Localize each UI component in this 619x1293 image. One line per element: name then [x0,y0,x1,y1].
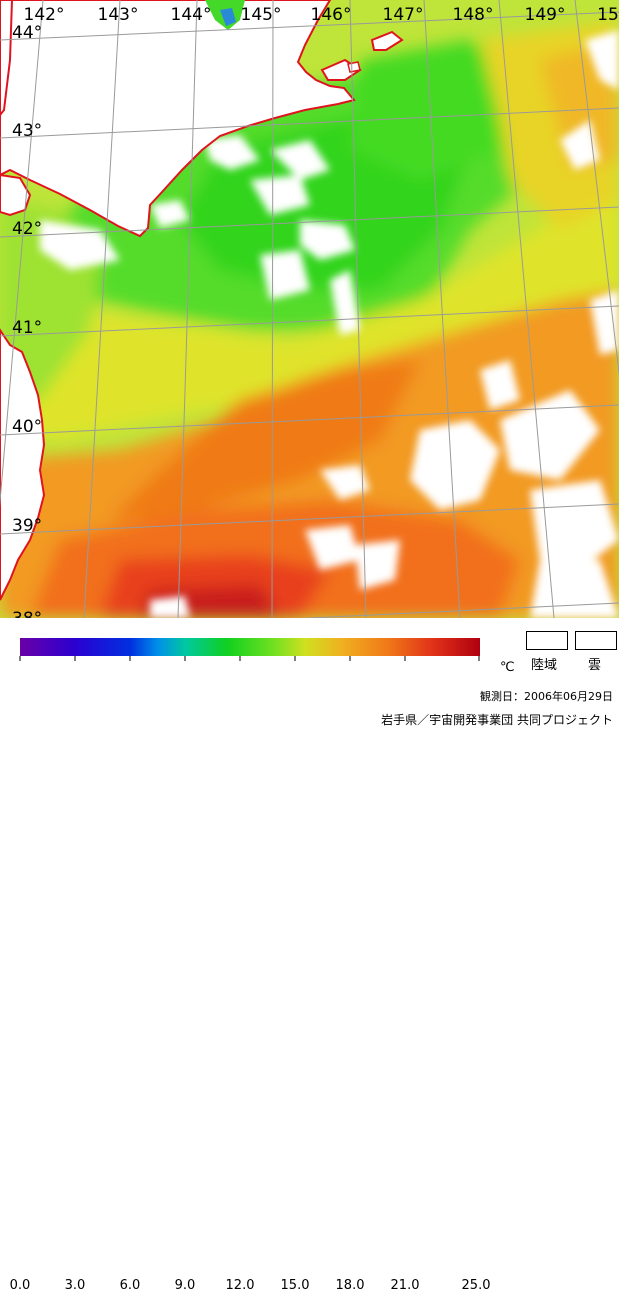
lat-label-42: 42° [12,219,42,239]
sea-surface-temperature-map: 142° 143° 144° 145° 146° 147° 148° 149° … [0,0,619,618]
map-svg: 142° 143° 144° 145° 146° 147° 148° 149° … [0,0,619,618]
land-legend-swatch [526,631,568,650]
lat-label-39: 39° [12,516,42,536]
north-coast-fragment [0,0,14,117]
lon-label-149: 149° [525,5,566,25]
cloud-legend-label: 雲 [588,658,602,673]
colorbar [20,638,480,656]
hokkaido [0,0,356,238]
colorbar-tick-label: 18.0 [335,1278,365,1293]
latitude-labels: 44° 43° 42° 41° 40° 39° 38° [12,23,42,618]
observation-date: 観測日：2006年06月29日 [480,690,613,703]
graticule [0,0,619,618]
temperature-unit: ℃ [500,660,515,675]
etorofu-island [370,30,404,51]
colorbar-tick-label: 15.0 [280,1278,310,1293]
colorbar-tick-label: 9.0 [174,1278,196,1293]
colorbar-tick-label: 0.0 [9,1278,31,1293]
lon-label-143: 143° [98,5,139,25]
colorbar-tick-label: 25.0 [461,1278,491,1293]
land-legend-label: 陸域 [531,658,558,673]
habomai-island [347,61,361,73]
lon-label-148: 148° [453,5,494,25]
land-areas [0,0,404,601]
colorbar-tick-label: 6.0 [119,1278,141,1293]
project-credit: 岩手県／宇宙開発事業団 共同プロジェクト [381,713,613,727]
colorbar-tick-label: 12.0 [225,1278,255,1293]
colorbar-tick-label: 3.0 [64,1278,86,1293]
lon-label-150: 15 [597,5,619,25]
longitude-labels: 142° 143° 144° 145° 146° 147° 148° 149° … [24,5,619,25]
colorbar-ticks [19,656,480,661]
lat-label-41: 41° [12,318,42,338]
colorbar-tick-label: 21.0 [390,1278,420,1293]
lon-label-147: 147° [383,5,424,25]
lat-label-40: 40° [12,417,42,437]
legend-area: 0.0 3.0 6.0 9.0 12.0 15.0 18.0 21.0 25.0… [0,618,619,1293]
lake-inland [220,8,236,26]
lat-label-38: 38° [12,609,42,618]
lon-label-145: 145° [241,5,282,25]
colorbar-svg [19,638,480,661]
lon-label-142: 142° [24,5,65,25]
lat-label-43: 43° [12,121,42,141]
cloud-legend-swatch [575,631,617,650]
lat-label-44: 44° [12,23,42,43]
tohoku-coast [0,328,46,601]
lon-label-144: 144° [171,5,212,25]
lon-label-146: 146° [311,5,352,25]
